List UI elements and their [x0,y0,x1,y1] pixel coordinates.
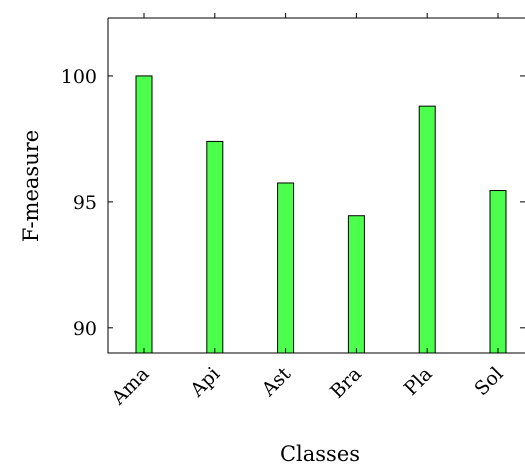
bars [135,75,507,354]
x-tick-label: Ama [107,363,154,410]
y-tick-label: 95 [73,192,97,214]
x-axis-ticks: Ama Api Ast Bra Pla Sol [107,348,508,410]
y-tick-label: 100 [61,66,97,88]
plot-area [107,17,525,354]
y-axis-ticks: 90 95 100 [61,66,525,340]
bar-pla [418,105,436,354]
y-tick-label: 90 [73,318,97,340]
x-axis-title: Classes [280,442,360,466]
x-tick-label: Bra [326,363,366,403]
y-axis-title: F-measure [19,130,43,242]
x-tick-label: Pla [400,363,437,400]
top-ticks [143,13,499,18]
x-tick-label: Api [185,363,224,402]
bar-api [206,140,224,354]
bar-ast [277,182,295,354]
x-tick-label: Sol [470,363,507,400]
bar-bra [347,215,365,354]
bar-ama [135,75,153,354]
x-tick-label: Ast [257,363,296,402]
axes-frame [107,17,525,354]
bar-sol [489,190,507,354]
